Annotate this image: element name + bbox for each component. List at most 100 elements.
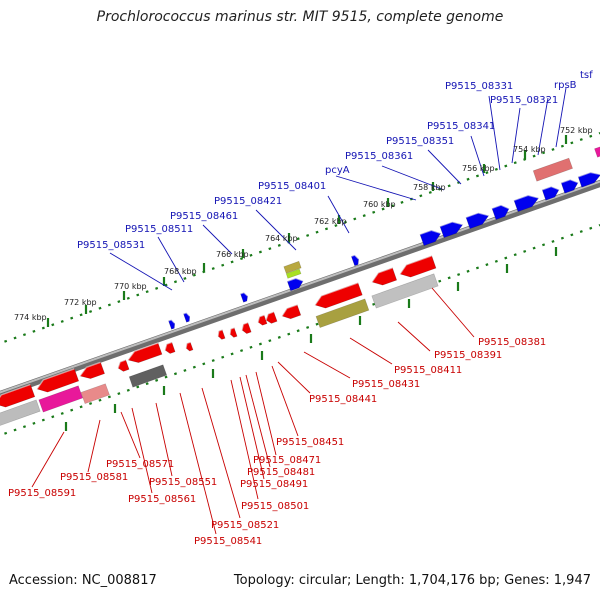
accession: Accession: NC_008817 — [9, 573, 157, 588]
forward-gene — [560, 178, 579, 194]
reverse-gene-label: P9515_08451 — [276, 437, 344, 448]
forward-gene — [286, 277, 304, 292]
leader-line — [201, 387, 241, 519]
forward-gene-label: P9515_08511 — [125, 224, 193, 235]
reverse-gene-label: P9515_08481 — [247, 467, 315, 478]
scale-labels: 752 kbp 754 kbp 756 kbp 758 kbp 760 kbp 762 k… — [14, 126, 593, 322]
leader-line — [155, 402, 173, 477]
leader-line — [202, 224, 233, 255]
forward-gene — [577, 171, 600, 188]
forward-gene — [439, 221, 464, 238]
reverse-gene-label: P9515_08541 — [194, 536, 262, 547]
leader-line — [555, 87, 567, 148]
forward-gene — [168, 318, 176, 330]
scale-label: 758 kbp — [413, 183, 446, 192]
feature-band — [128, 364, 168, 388]
reverse-gene — [229, 327, 238, 338]
scale-label: 756 kbp — [462, 164, 495, 173]
scale-rail — [0, 131, 600, 345]
leader-line — [271, 365, 299, 437]
forward-gene — [240, 291, 249, 303]
forward-gene-label: P9515_08351 — [386, 136, 454, 147]
leader-line — [31, 431, 65, 488]
reverse-gene — [314, 282, 363, 309]
scale-label: 754 kbp — [513, 145, 546, 154]
forward-gene-label: P9515_08331 — [445, 81, 513, 92]
reverse-gene — [217, 329, 226, 340]
reverse-gene — [281, 304, 302, 320]
leader-line — [327, 195, 350, 234]
reverse-gene-label: P9515_08571 — [106, 459, 174, 470]
reverse-gene — [117, 359, 130, 372]
reverse-gene-label: P9515_08581 — [60, 472, 128, 483]
leader-line — [230, 379, 259, 500]
forward-gene-label: P9515_08341 — [427, 121, 495, 132]
scale-rail — [0, 223, 600, 437]
forward-gene — [491, 204, 510, 220]
reverse-gene — [241, 321, 252, 334]
forward-gene-label: P9515_08421 — [214, 196, 282, 207]
reverse-gene-label: P9515_08561 — [128, 494, 196, 505]
leader-line — [245, 374, 271, 468]
feature-band — [532, 157, 573, 182]
forward-gene — [183, 311, 191, 323]
reverse-gene-label: P9515_08381 — [478, 337, 546, 348]
feature-band — [283, 260, 302, 274]
leader-line — [511, 107, 521, 164]
forward-gene-label: P9515_08531 — [77, 240, 145, 251]
leader-line — [381, 165, 445, 191]
reverse-gene-label: P9515_08411 — [394, 365, 462, 376]
scale-ticks — [0, 131, 600, 437]
reverse-gene-label: P9515_08391 — [434, 350, 502, 361]
leader-line — [255, 209, 297, 251]
reverse-gene-label: P9515_08431 — [352, 379, 420, 390]
feature-band — [285, 268, 302, 279]
reverse-gene — [265, 311, 278, 324]
scale-label: 772 kbp — [64, 298, 97, 307]
forward-gene-label: pcyA — [325, 165, 350, 176]
reverse-gene — [79, 361, 105, 379]
forward-gene — [350, 254, 360, 267]
forward-gene — [465, 212, 490, 229]
scale-label: 760 kbp — [363, 200, 396, 209]
forward-gene-label: tsf — [580, 70, 593, 81]
leader-line — [179, 392, 217, 535]
genome-backbone — [0, 179, 600, 399]
reverse-gene-label: P9515_08441 — [309, 394, 377, 405]
gene-features — [0, 146, 600, 426]
leader-line — [470, 135, 485, 177]
scale-label: 764 kbp — [265, 234, 298, 243]
reverse-gene — [127, 342, 163, 363]
feature-band — [594, 146, 600, 158]
leader-line — [120, 411, 141, 459]
map-title: Prochlorococcus marinus str. MIT 9515, c… — [96, 9, 504, 25]
leader-line — [87, 419, 101, 473]
reverse-gene-label: P9515_08521 — [211, 520, 279, 531]
leader-line — [109, 252, 173, 291]
forward-gene-label: P9515_08401 — [258, 181, 326, 192]
reverse-gene-label: P9515_08491 — [240, 479, 308, 490]
reverse-gene — [371, 267, 398, 286]
scale-label: 752 kbp — [560, 126, 593, 135]
reverse-gene — [185, 341, 194, 352]
leader-line — [335, 175, 417, 201]
reverse-gene-label: P9515_08591 — [8, 488, 76, 499]
leader-line — [427, 149, 462, 185]
leader-line — [488, 95, 501, 171]
topology-summary: Topology: circular; Length: 1,704,176 bp… — [233, 573, 591, 588]
forward-gene — [541, 185, 560, 201]
reverse-gene — [36, 368, 80, 393]
leader-line — [537, 97, 549, 156]
feature-band — [0, 399, 41, 426]
reverse-gene — [257, 314, 268, 326]
reverse-gene-label: P9515_08501 — [241, 501, 309, 512]
feature-band — [38, 385, 84, 413]
leader-line — [349, 337, 393, 365]
feature-band — [315, 298, 370, 328]
forward-gene — [419, 229, 442, 246]
leader-line — [131, 407, 153, 494]
forward-gene-label: P9515_08461 — [170, 211, 238, 222]
